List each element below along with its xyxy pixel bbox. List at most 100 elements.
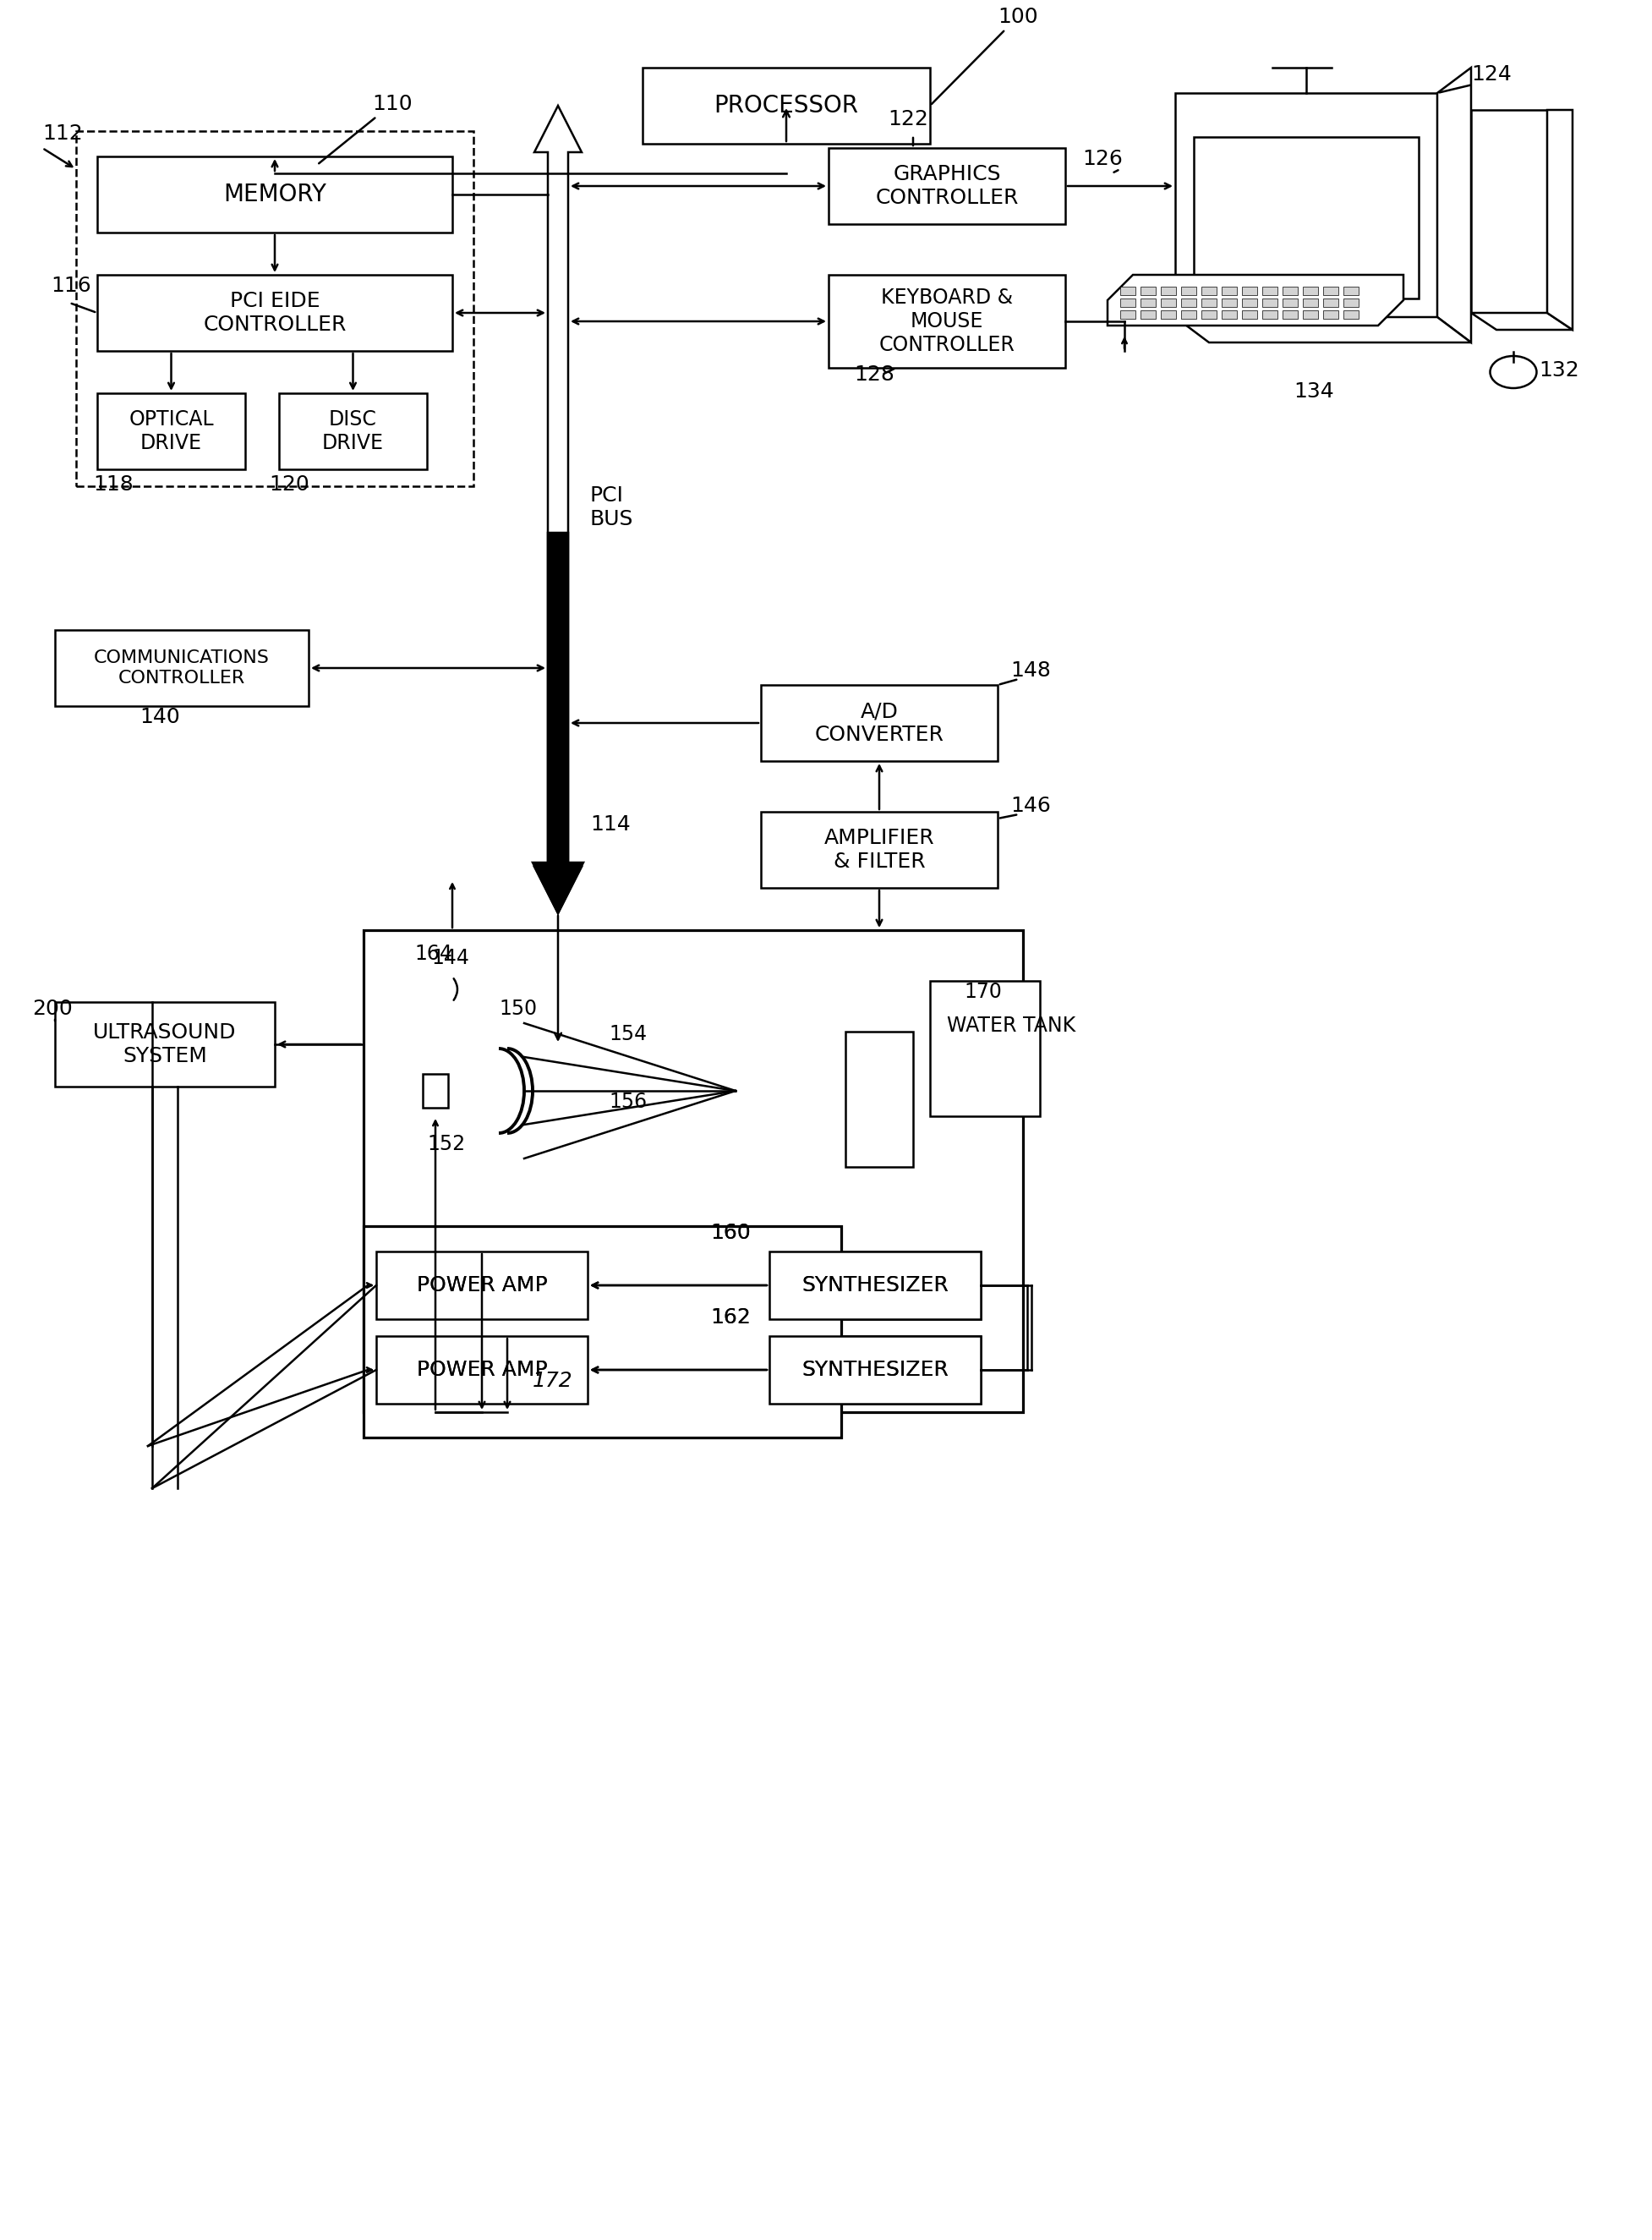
FancyBboxPatch shape <box>1161 311 1176 318</box>
FancyBboxPatch shape <box>770 1335 981 1404</box>
FancyBboxPatch shape <box>1303 298 1318 307</box>
FancyBboxPatch shape <box>1181 311 1196 318</box>
FancyBboxPatch shape <box>1140 298 1156 307</box>
Text: 146: 146 <box>1011 795 1051 815</box>
FancyBboxPatch shape <box>930 981 1039 1116</box>
Text: 172: 172 <box>532 1371 573 1391</box>
FancyBboxPatch shape <box>363 930 1023 1411</box>
Polygon shape <box>1437 67 1470 343</box>
FancyBboxPatch shape <box>377 1252 588 1319</box>
FancyBboxPatch shape <box>1161 298 1176 307</box>
Text: 114: 114 <box>590 815 631 836</box>
FancyBboxPatch shape <box>1222 287 1237 296</box>
Text: 110: 110 <box>319 94 413 164</box>
Text: 164: 164 <box>415 943 453 963</box>
Text: 128: 128 <box>854 365 894 385</box>
FancyBboxPatch shape <box>1222 298 1237 307</box>
FancyBboxPatch shape <box>643 67 930 143</box>
Text: 156: 156 <box>608 1091 648 1111</box>
FancyBboxPatch shape <box>762 811 998 887</box>
FancyBboxPatch shape <box>1282 311 1298 318</box>
Text: SYNTHESIZER: SYNTHESIZER <box>801 1360 948 1380</box>
Text: 150: 150 <box>499 999 537 1019</box>
Ellipse shape <box>1490 356 1536 388</box>
Text: 132: 132 <box>1538 361 1579 381</box>
FancyBboxPatch shape <box>55 1001 274 1086</box>
FancyBboxPatch shape <box>423 1073 448 1109</box>
Polygon shape <box>1107 276 1404 325</box>
Text: 148: 148 <box>1011 661 1051 681</box>
Text: 152: 152 <box>426 1133 466 1154</box>
Text: ULTRASOUND
SYSTEM: ULTRASOUND SYSTEM <box>93 1021 236 1066</box>
Text: 162: 162 <box>710 1308 750 1328</box>
Text: PCI EIDE
CONTROLLER: PCI EIDE CONTROLLER <box>203 291 347 334</box>
FancyBboxPatch shape <box>1222 311 1237 318</box>
FancyBboxPatch shape <box>1262 287 1277 296</box>
Polygon shape <box>1548 110 1573 329</box>
FancyBboxPatch shape <box>1161 287 1176 296</box>
FancyBboxPatch shape <box>829 148 1066 224</box>
FancyBboxPatch shape <box>377 1252 588 1319</box>
FancyBboxPatch shape <box>1282 287 1298 296</box>
FancyBboxPatch shape <box>1470 110 1548 314</box>
Text: POWER AMP: POWER AMP <box>416 1360 547 1380</box>
FancyBboxPatch shape <box>377 1335 588 1404</box>
Text: 112: 112 <box>43 123 83 143</box>
FancyBboxPatch shape <box>829 276 1066 367</box>
Text: 162: 162 <box>710 1308 750 1328</box>
Text: OPTICAL
DRIVE: OPTICAL DRIVE <box>129 410 213 452</box>
Text: SYNTHESIZER: SYNTHESIZER <box>801 1275 948 1295</box>
Text: PCI
BUS: PCI BUS <box>590 486 634 529</box>
FancyBboxPatch shape <box>377 1335 588 1404</box>
FancyBboxPatch shape <box>1242 311 1257 318</box>
FancyBboxPatch shape <box>1242 298 1257 307</box>
Text: 118: 118 <box>93 475 134 495</box>
FancyBboxPatch shape <box>1282 298 1298 307</box>
Text: POWER AMP: POWER AMP <box>416 1275 547 1295</box>
Text: POWER AMP: POWER AMP <box>416 1360 547 1380</box>
FancyBboxPatch shape <box>1303 287 1318 296</box>
FancyBboxPatch shape <box>1201 311 1216 318</box>
Text: AMPLIFIER
& FILTER: AMPLIFIER & FILTER <box>824 829 935 871</box>
FancyBboxPatch shape <box>1343 298 1358 307</box>
FancyBboxPatch shape <box>1323 287 1338 296</box>
FancyBboxPatch shape <box>770 1335 981 1404</box>
FancyBboxPatch shape <box>1194 137 1419 298</box>
FancyBboxPatch shape <box>1303 311 1318 318</box>
Text: SYNTHESIZER: SYNTHESIZER <box>801 1275 948 1295</box>
Text: WATER TANK: WATER TANK <box>947 1015 1075 1035</box>
FancyBboxPatch shape <box>1343 287 1358 296</box>
Text: 200: 200 <box>31 999 73 1019</box>
FancyBboxPatch shape <box>1140 287 1156 296</box>
FancyBboxPatch shape <box>1120 287 1135 296</box>
FancyBboxPatch shape <box>1323 298 1338 307</box>
Polygon shape <box>534 105 582 914</box>
FancyBboxPatch shape <box>1343 311 1358 318</box>
Text: 170: 170 <box>963 981 1001 1001</box>
FancyBboxPatch shape <box>1323 311 1338 318</box>
FancyBboxPatch shape <box>770 1252 981 1319</box>
Text: 124: 124 <box>1470 65 1512 85</box>
FancyBboxPatch shape <box>1262 311 1277 318</box>
Text: 160: 160 <box>710 1223 750 1243</box>
FancyBboxPatch shape <box>1175 94 1437 318</box>
Text: 122: 122 <box>887 110 928 130</box>
Polygon shape <box>532 533 583 914</box>
FancyBboxPatch shape <box>1201 298 1216 307</box>
Text: 154: 154 <box>608 1024 648 1044</box>
FancyBboxPatch shape <box>1120 298 1135 307</box>
FancyBboxPatch shape <box>1181 287 1196 296</box>
FancyBboxPatch shape <box>1140 311 1156 318</box>
FancyBboxPatch shape <box>279 394 426 470</box>
FancyBboxPatch shape <box>76 132 474 486</box>
Text: GRAPHICS
CONTROLLER: GRAPHICS CONTROLLER <box>876 164 1019 208</box>
FancyBboxPatch shape <box>1242 287 1257 296</box>
Polygon shape <box>1470 314 1573 329</box>
FancyBboxPatch shape <box>97 394 244 470</box>
Text: COMMUNICATIONS
CONTROLLER: COMMUNICATIONS CONTROLLER <box>94 650 269 685</box>
FancyBboxPatch shape <box>1262 298 1277 307</box>
FancyBboxPatch shape <box>97 276 453 352</box>
Polygon shape <box>1175 318 1470 343</box>
FancyBboxPatch shape <box>1201 287 1216 296</box>
Text: KEYBOARD &
MOUSE
CONTROLLER: KEYBOARD & MOUSE CONTROLLER <box>879 287 1014 354</box>
